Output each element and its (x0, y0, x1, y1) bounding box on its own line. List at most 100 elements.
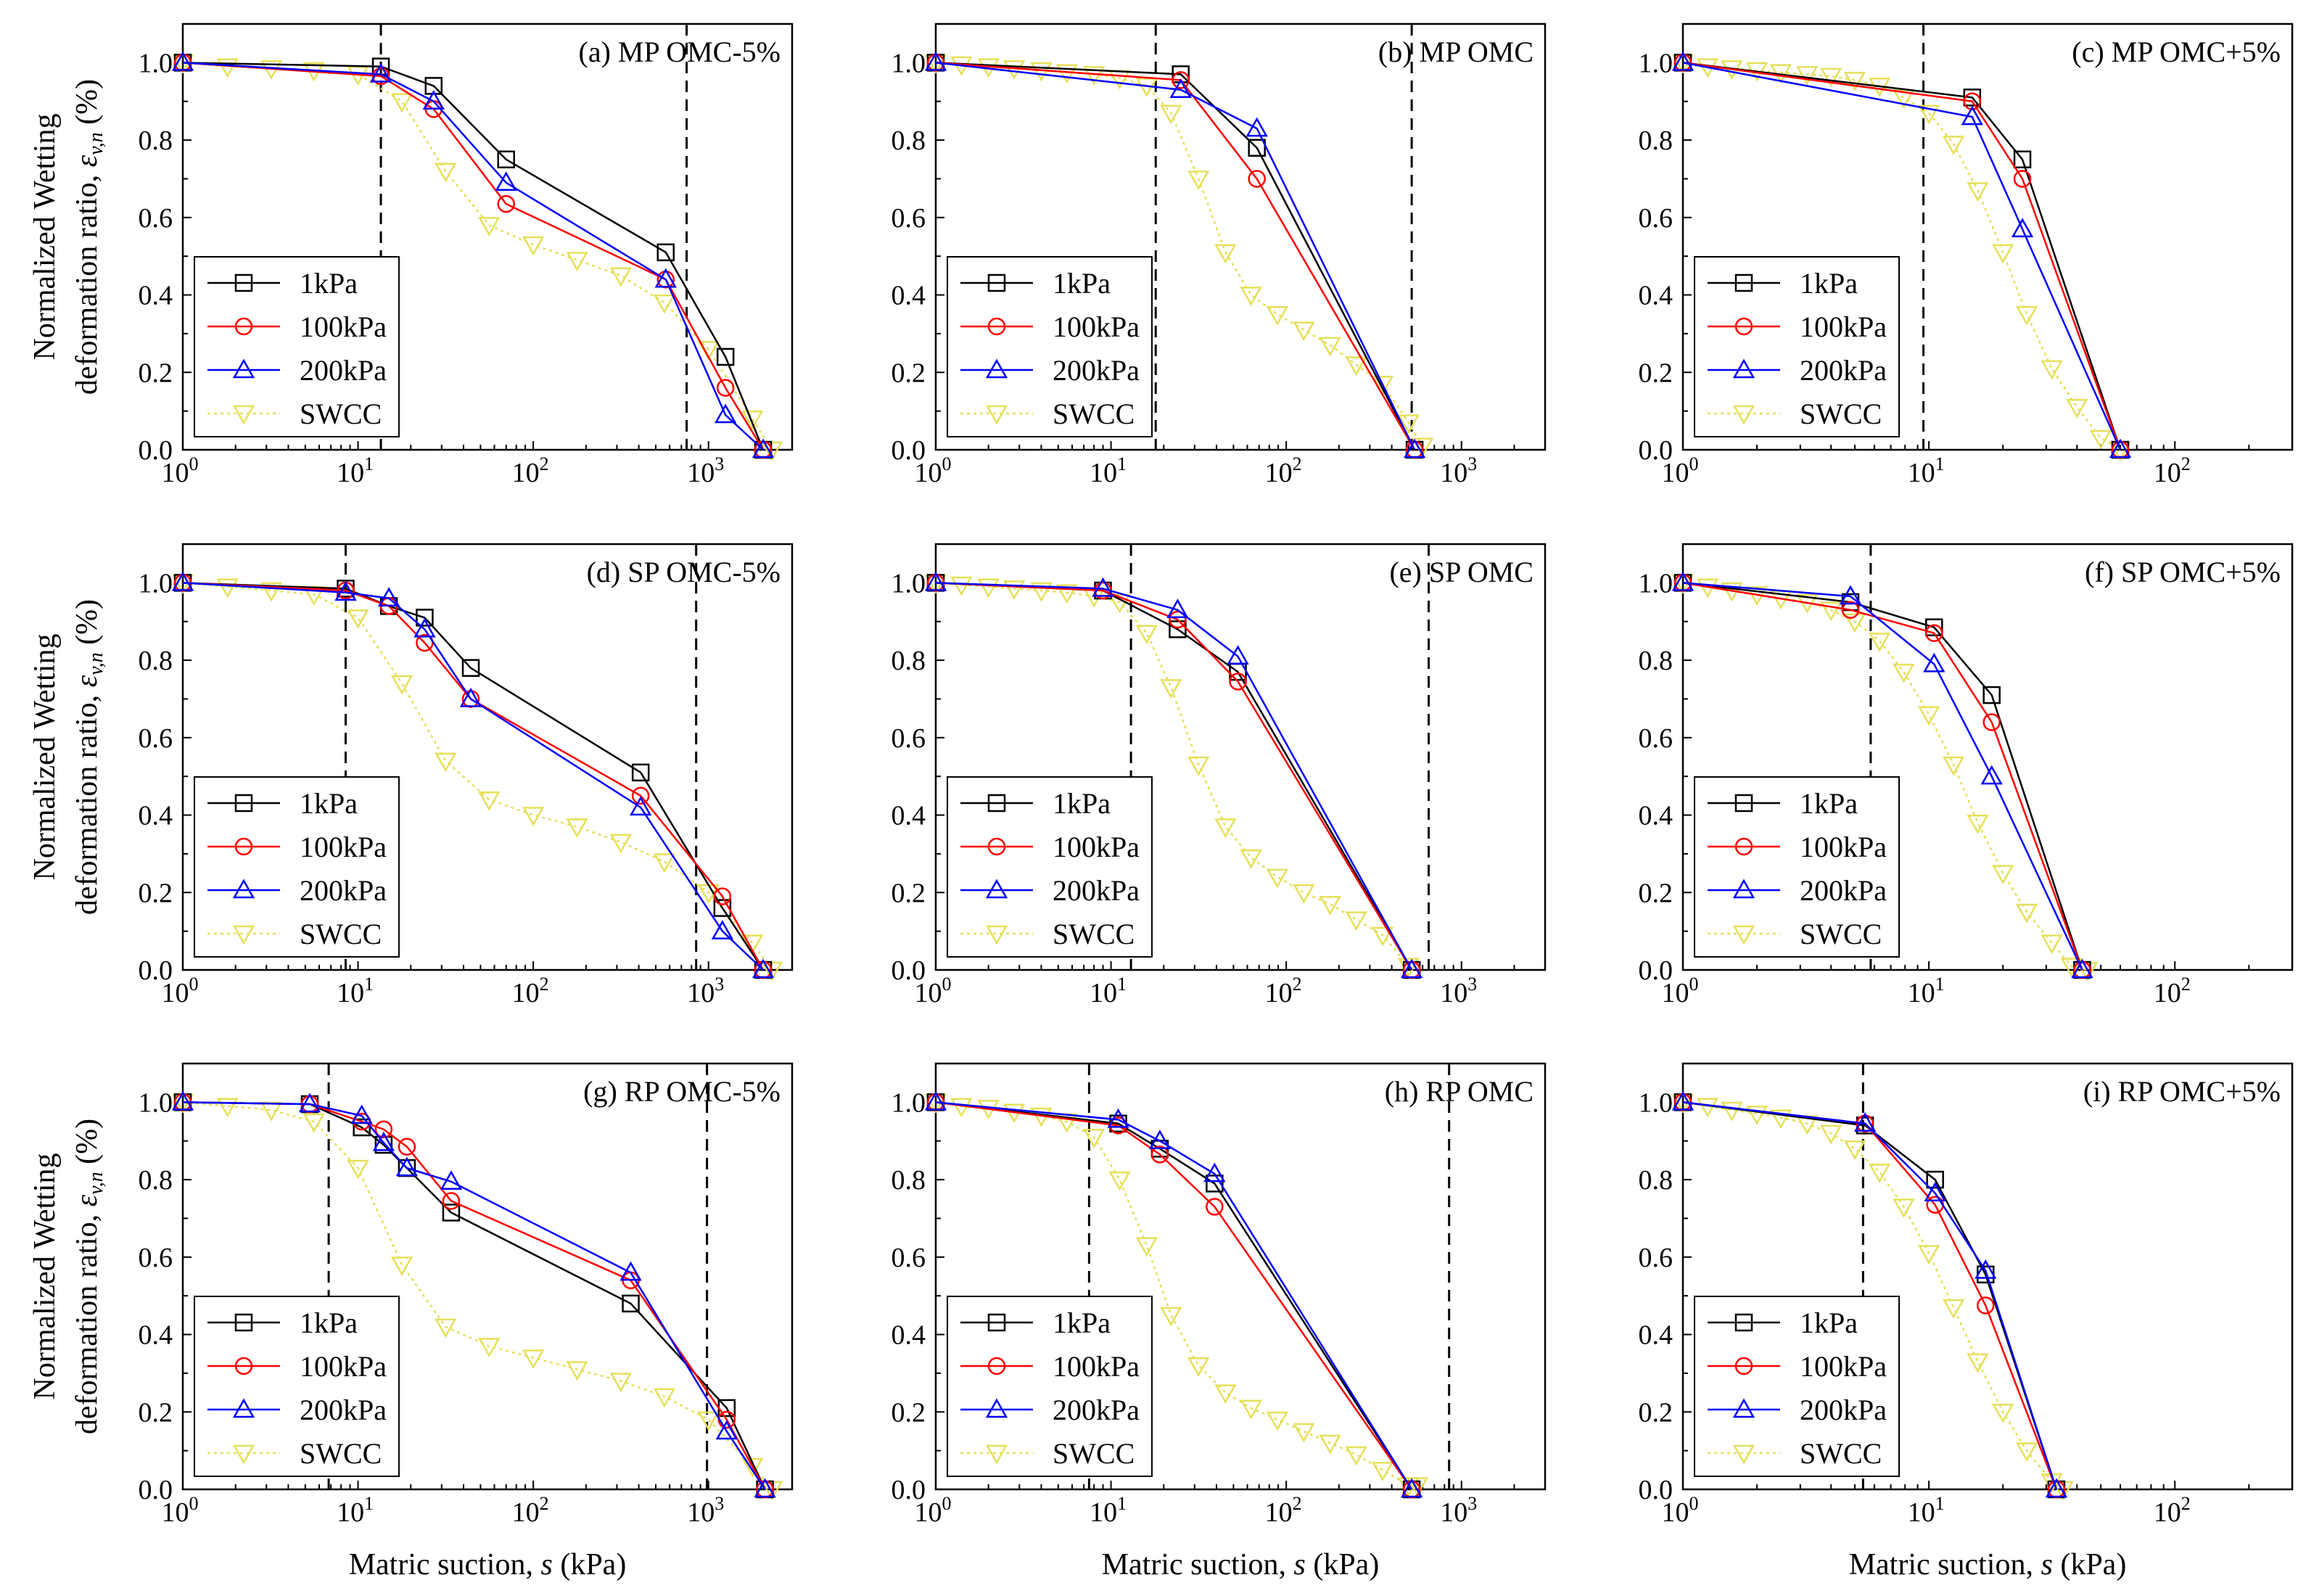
data-point (1319, 337, 1341, 357)
legend-marker (1732, 925, 1755, 945)
x-tick-label: 103 (1440, 974, 1477, 1008)
data-point (440, 1170, 463, 1190)
data-point (2066, 399, 2088, 419)
y-tick-label: 0.6 (892, 723, 926, 754)
y-tick-label: 0.6 (1639, 203, 1673, 234)
data-point (216, 58, 239, 78)
y-axis-title-line2: deformation ratio, εv,n (%) (70, 599, 107, 915)
legend-label: SWCC (1053, 1437, 1135, 1470)
data-point (2071, 958, 2093, 979)
y-tick-label: 0.6 (892, 203, 926, 234)
data-point (1967, 814, 1989, 834)
y-tick-label: 0.4 (892, 801, 926, 831)
data-point (1187, 756, 1210, 776)
legend-label: 200kPa (1053, 874, 1140, 907)
data-point (1406, 1477, 1429, 1497)
data-point (654, 268, 677, 288)
x-tick-label: 103 (1440, 453, 1477, 488)
data-point (216, 578, 239, 598)
data-point (1160, 104, 1182, 125)
x-tick-label: 103 (687, 974, 724, 1008)
legend-marker (987, 1313, 1006, 1332)
plot-frame (181, 1062, 794, 1491)
legend-marker (987, 837, 1006, 856)
series-line (935, 1101, 1417, 1486)
y-tick-label: 0.2 (139, 358, 173, 388)
data-point (459, 687, 482, 707)
legend-marker (1734, 317, 1753, 336)
legend-marker (1734, 794, 1753, 813)
data-point (1206, 1198, 1224, 1216)
legend-marker (1732, 1398, 1755, 1418)
y-axis-title-line1: Normalized Wetting (28, 114, 62, 361)
data-point (631, 763, 650, 782)
data-point (1266, 868, 1289, 889)
x-tick-label: 101 (1908, 453, 1945, 488)
x-axis-title: Matric suction, s (kPa) (349, 1548, 627, 1581)
data-point (1148, 1130, 1172, 1149)
data-point (1160, 679, 1182, 699)
legend-marker (987, 1357, 1006, 1375)
data-point (1796, 66, 1819, 86)
data-point (1917, 706, 1940, 726)
data-point (1055, 64, 1078, 84)
series-SWCC (171, 54, 783, 461)
y-tick-label: 0.0 (1639, 1475, 1673, 1505)
legend-marker (1732, 879, 1755, 899)
data-point (302, 1113, 325, 1133)
data-point (1992, 244, 2014, 264)
plot-frame (181, 543, 794, 971)
legend-marker (985, 1444, 1008, 1465)
legend-marker (985, 925, 1008, 945)
data-point (1925, 624, 1943, 642)
data-point (1055, 584, 1078, 604)
data-point (1345, 1446, 1367, 1466)
data-point (1923, 652, 1946, 672)
series-line (1682, 1101, 2058, 1490)
legend-label: SWCC (1800, 398, 1882, 430)
series-line (182, 62, 773, 451)
x-tick-label: 102 (512, 1493, 549, 1528)
data-point (1214, 244, 1237, 264)
data-point (390, 93, 413, 113)
data-point (1266, 305, 1289, 326)
data-point (497, 150, 515, 169)
series-line (935, 62, 1416, 451)
y-tick-label: 0.8 (1639, 646, 1673, 676)
legend-marker (985, 879, 1008, 899)
series-line (1682, 62, 2122, 451)
data-point (334, 581, 357, 601)
y-axis-title-line1: Normalized Wetting (28, 634, 62, 881)
data-point (1092, 577, 1114, 597)
data-point (371, 67, 390, 86)
x-tick-label: 100 (1662, 1493, 1699, 1528)
plot-frame (934, 543, 1547, 971)
y-tick-label: 1.0 (139, 48, 173, 78)
series-200kPa (924, 1090, 1423, 1498)
legend-label: 200kPa (1053, 1394, 1140, 1426)
x-tick-label: 101 (337, 453, 374, 488)
legend-label: 200kPa (300, 874, 387, 907)
data-point (1108, 593, 1131, 614)
data-point (1002, 580, 1026, 600)
plot-frame (1681, 543, 2294, 971)
legend-marker (234, 317, 253, 336)
legend: 1kPa 100kPa 200kPa SWCC (194, 256, 400, 437)
y-tick-label: 0.8 (892, 126, 926, 156)
y-tick-label: 0.4 (139, 1320, 173, 1351)
data-point (1187, 170, 1210, 190)
data-point (171, 571, 194, 591)
data-point (522, 1349, 545, 1370)
legend-box (1694, 776, 1900, 958)
data-point (1160, 1307, 1182, 1327)
data-point (1319, 896, 1341, 916)
legend-label: 1kPa (1053, 787, 1111, 820)
legend-marker (1732, 358, 1755, 379)
data-point (630, 796, 652, 816)
legend-marker (987, 273, 1006, 292)
legend-box (194, 1296, 400, 1477)
data-point (442, 1192, 461, 1210)
data-point (1248, 170, 1266, 188)
data-point (1671, 1090, 1695, 1111)
data-point (395, 1156, 419, 1177)
